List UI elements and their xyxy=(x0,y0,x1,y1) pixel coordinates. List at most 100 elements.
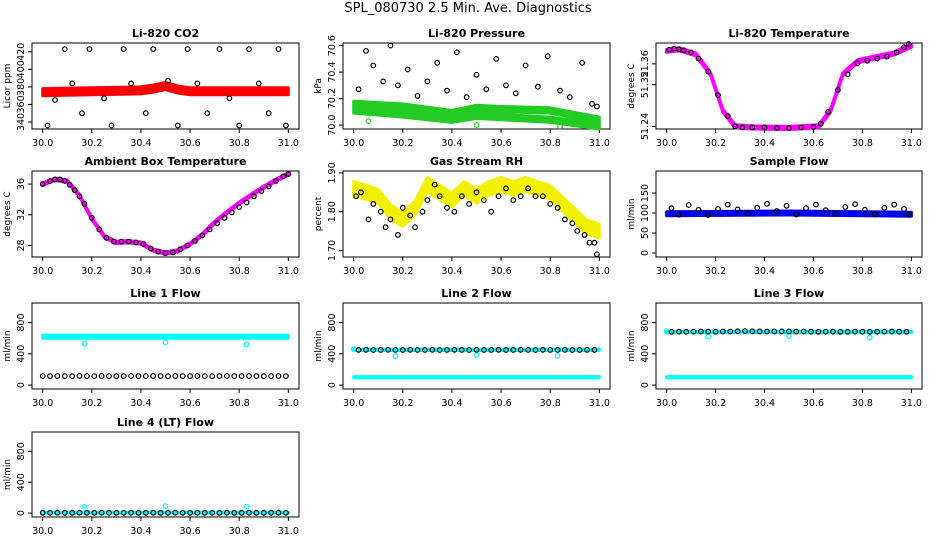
x-tick-label: 30.8 xyxy=(852,398,873,409)
data-point xyxy=(720,328,726,335)
y-tick-label: 800 xyxy=(16,313,27,331)
x-tick-label: 31.0 xyxy=(278,266,299,277)
data-point xyxy=(236,122,243,129)
chart-ambient-box-temperature: Ambient Box Temperature degrees C28 32 36 30… xyxy=(3,155,300,277)
data-point xyxy=(463,94,470,101)
data-point xyxy=(81,340,88,347)
plot-frame xyxy=(342,170,611,258)
x-tick-label: 31.0 xyxy=(589,398,610,409)
data-point xyxy=(363,346,369,353)
series-box-temp-avg xyxy=(41,171,290,256)
y-tick-label: 51.32 xyxy=(640,71,651,98)
x-tick-label: 30.0 xyxy=(656,138,677,149)
data-point xyxy=(355,347,362,353)
y-tick-label: 70.6 xyxy=(327,35,338,56)
data-point xyxy=(705,212,712,218)
data-point xyxy=(355,86,362,93)
data-point xyxy=(756,328,763,335)
x-tick-label: 30.2 xyxy=(705,266,726,277)
data-point xyxy=(206,226,213,233)
data-point xyxy=(209,509,216,516)
data-point xyxy=(589,100,595,107)
data-point xyxy=(554,204,561,211)
data-point xyxy=(903,328,910,335)
data-point xyxy=(253,509,260,516)
plot-frame xyxy=(655,170,923,258)
data-point xyxy=(83,509,90,516)
data-point xyxy=(734,206,741,213)
data-point xyxy=(871,211,878,218)
data-point xyxy=(822,207,829,214)
data-point xyxy=(557,123,563,130)
data-point xyxy=(380,78,387,85)
band-mark xyxy=(41,333,290,340)
chart-title: Gas Stream RH xyxy=(430,155,523,168)
x-tick-label: 30.2 xyxy=(392,398,413,409)
data-point xyxy=(424,78,431,85)
data-point xyxy=(705,68,712,75)
data-point xyxy=(363,48,369,54)
data-point xyxy=(231,509,238,516)
chart-title: Sample Flow xyxy=(750,155,829,168)
data-point xyxy=(473,352,480,358)
data-point xyxy=(503,185,509,192)
x-tick-label: 30.6 xyxy=(179,266,200,277)
x-tick-label: 31.0 xyxy=(589,138,610,149)
data-point xyxy=(800,328,807,335)
y-tick-label: 100 xyxy=(640,204,651,222)
data-point xyxy=(275,46,282,52)
data-point xyxy=(793,328,800,335)
y-tick-label: 150 xyxy=(640,184,651,202)
data-point xyxy=(705,328,712,335)
x-tick-label: 30.0 xyxy=(32,266,53,277)
data-point xyxy=(106,509,112,516)
x-tick-label: 30.4 xyxy=(441,138,462,149)
data-point xyxy=(803,205,809,212)
data-point xyxy=(404,66,411,73)
data-point xyxy=(370,347,377,353)
series-line-4-samples xyxy=(39,509,289,516)
data-point xyxy=(436,347,443,353)
data-point xyxy=(744,210,751,217)
data-point xyxy=(458,193,465,200)
data-point xyxy=(695,55,702,62)
chart-li-820-temperature: Li-820 Temperature degrees C51.24 51.3251.… xyxy=(627,27,923,149)
y-tick-label: 1.80 xyxy=(327,201,338,222)
data-point xyxy=(866,328,873,335)
data-point xyxy=(61,373,68,380)
data-point xyxy=(98,373,105,379)
band-mark xyxy=(665,42,913,131)
data-point xyxy=(184,242,191,249)
data-point xyxy=(466,200,473,207)
data-point xyxy=(495,346,502,353)
series-temperature-samples xyxy=(666,41,912,131)
data-point xyxy=(69,509,76,516)
series-co2-samples xyxy=(44,46,289,129)
data-point xyxy=(512,90,519,97)
data-point xyxy=(118,238,125,245)
x-tick-label: 30.2 xyxy=(81,266,102,277)
data-point xyxy=(142,110,149,117)
data-point xyxy=(822,328,829,335)
data-point xyxy=(586,239,593,246)
x-tick-label: 30.6 xyxy=(179,398,200,409)
data-point xyxy=(888,328,895,335)
data-point xyxy=(57,176,63,183)
data-point xyxy=(142,373,149,380)
x-tick-label: 30.4 xyxy=(130,398,151,409)
y-tick-label: 420 xyxy=(16,43,27,61)
data-point xyxy=(668,328,675,335)
data-point xyxy=(61,178,68,184)
data-point xyxy=(221,214,228,221)
data-point xyxy=(715,92,721,98)
x-tick-label: 30.6 xyxy=(803,138,824,149)
data-point xyxy=(414,92,421,99)
band-mark xyxy=(665,375,913,380)
data-point xyxy=(906,41,912,47)
band-mark xyxy=(665,209,913,218)
data-point xyxy=(569,347,576,353)
x-tick-label: 30.2 xyxy=(392,266,413,277)
x-tick-label: 30.8 xyxy=(229,138,250,149)
chart-li-820-pressure: Li-820 Pressure kPa 70.0 70.2 70.4 70.6 30.0 30… xyxy=(314,27,611,149)
